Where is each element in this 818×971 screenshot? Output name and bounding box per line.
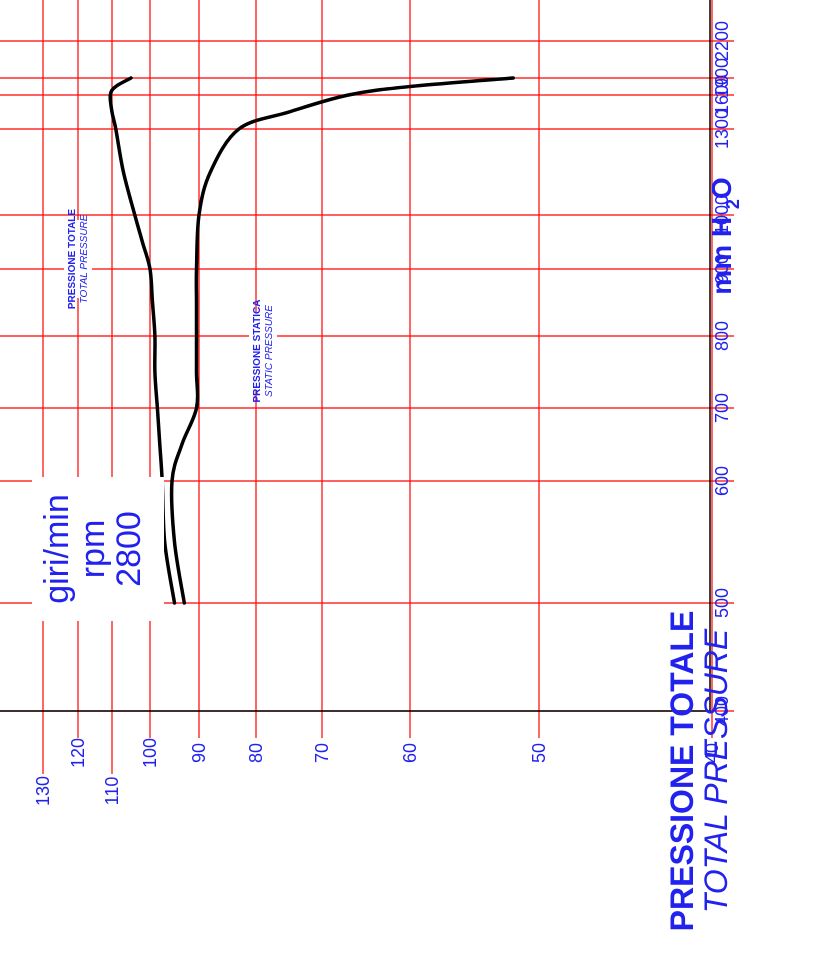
pressure-tick-label-70: 70 (312, 743, 332, 763)
pressure-tick-label-130: 130 (33, 776, 53, 806)
speed-value: 2800 (110, 511, 148, 587)
series-0-point-8 (149, 268, 151, 270)
chart-title: PRESSIONE TOTALE (664, 611, 700, 932)
speed-unit-en: rpm (74, 520, 112, 579)
pressure-tick-label-110: 110 (102, 777, 122, 806)
annotation-backdrop (64, 220, 92, 298)
series-1-point-9 (198, 214, 200, 216)
series-curve-1 (169, 76, 515, 605)
annotation-label-it: PRESSIONE STATICA (252, 300, 263, 403)
series-0-point-4 (156, 407, 159, 409)
series-0-point-14 (109, 94, 112, 96)
series-0-point-1 (163, 541, 166, 543)
curve-annotation-0: PRESSIONE TOTALE TOTAL PRESSURE (64, 209, 92, 310)
flow-tick-label-1900: 1900 (712, 58, 732, 98)
flow-tick-label-600: 600 (712, 466, 732, 496)
pressure-tick-label-60: 60 (400, 743, 420, 763)
series-0-point-16 (130, 77, 132, 79)
series-1-point-14 (409, 85, 411, 88)
pressure-tick-label-120: 120 (68, 738, 88, 768)
series-0-point-3 (159, 443, 161, 446)
series-1-point-12 (288, 111, 290, 113)
series-1-point-3 (181, 443, 183, 446)
flow-tick-label-800: 800 (712, 321, 732, 351)
flow-tick-label-900: 900 (712, 254, 732, 284)
series-1-point-10 (209, 171, 212, 173)
chart-labels: 130 120 110 100 90 80 70 60 50 40 400 500 600 700 800 9… (32, 21, 743, 931)
series-0-point-5 (154, 371, 156, 373)
series-1-point-6 (195, 335, 198, 337)
chart-axes (0, 0, 711, 712)
flow-tick-label-2200: 2200 (712, 21, 732, 61)
series-0-point-6 (154, 335, 156, 337)
flow-tick-label-1600: 1600 (712, 75, 732, 115)
series-0-point-9 (141, 241, 144, 243)
series-1-point-15 (512, 77, 514, 79)
series-1-point-4 (195, 407, 198, 409)
annotation-backdrop (249, 312, 277, 390)
series-1-point-0 (183, 602, 186, 604)
series-0-point-10 (134, 214, 136, 216)
series-0-point-7 (151, 301, 154, 304)
series-0-point-13 (111, 111, 113, 113)
series-1-point-11 (238, 128, 240, 130)
pressure-tick-label-50: 50 (529, 743, 549, 763)
annotation-label-it: PRESSIONE TOTALE (67, 209, 78, 310)
chart-curves (108, 76, 515, 605)
series-0-point-12 (115, 128, 117, 130)
pressure-tick-label-90: 90 (189, 743, 209, 763)
series-1-point-5 (195, 371, 198, 373)
series-1-point-7 (195, 301, 198, 304)
series-0-point-0 (173, 602, 176, 604)
series-1-point-8 (195, 268, 198, 270)
series-0-point-15 (115, 85, 117, 88)
series-1-point-13 (347, 94, 350, 96)
flow-tick-label-500: 500 (712, 588, 732, 618)
chart-grid (0, 0, 734, 774)
speed-unit-it: giri/min (38, 494, 76, 604)
series-0-point-11 (122, 171, 125, 173)
flow-tick-label-1000: 1000 (712, 195, 732, 235)
pressure-unit-group: mm H 2O (706, 177, 743, 294)
flow-tick-label-400: 400 (712, 696, 732, 726)
flow-tick-label-1300: 1300 (712, 109, 732, 149)
speed-label-backdrop (32, 477, 164, 621)
pressure-tick-label-80: 80 (246, 743, 266, 763)
pressure-unit-label: mm H 2O (706, 177, 743, 294)
chart-subtitle: TOTAL PRESSURE (698, 628, 734, 913)
series-1-point-2 (171, 480, 173, 482)
flow-tick-label-700: 700 (712, 393, 732, 423)
annotation-label-en: TOTAL PRESSURE (79, 214, 90, 303)
pressure-tick-label-40: 40 (702, 743, 722, 763)
annotation-label-en: STATIC PRESSURE (264, 305, 275, 397)
curve-annotation-1: PRESSIONE STATICA STATIC PRESSURE (249, 300, 277, 403)
series-1-point-1 (173, 541, 176, 543)
pressure-tick-label-100: 100 (140, 738, 160, 768)
